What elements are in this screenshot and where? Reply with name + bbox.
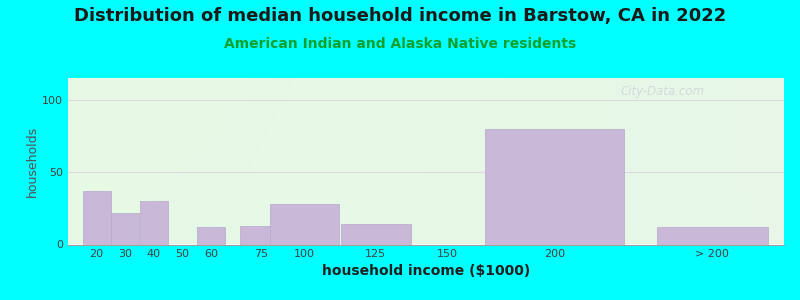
Text: American Indian and Alaska Native residents: American Indian and Alaska Native reside… (224, 38, 576, 52)
Bar (198, 227, 225, 244)
Bar (270, 204, 339, 244)
Bar (241, 226, 282, 244)
Text: Distribution of median household income in Barstow, CA in 2022: Distribution of median household income … (74, 8, 726, 26)
X-axis label: household income ($1000): household income ($1000) (322, 263, 530, 278)
Y-axis label: households: households (26, 126, 39, 197)
Bar (486, 129, 624, 244)
Bar (657, 227, 768, 244)
Bar (341, 224, 410, 244)
Bar (111, 213, 139, 244)
Bar (140, 201, 168, 244)
Text: City-Data.com: City-Data.com (620, 85, 704, 98)
Bar (82, 191, 110, 244)
